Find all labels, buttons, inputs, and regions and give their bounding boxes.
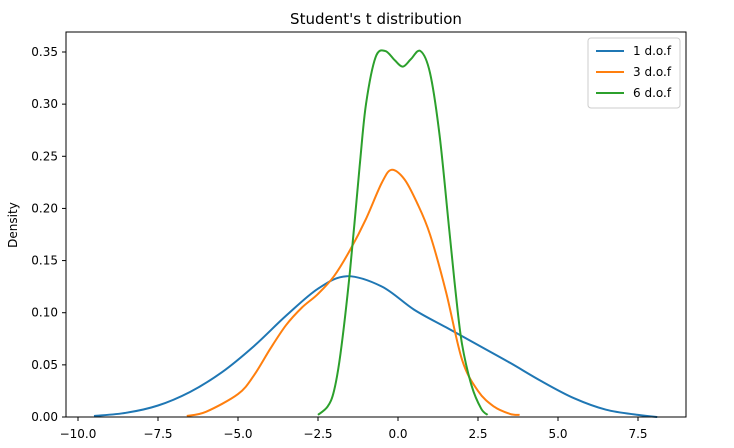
series-line-3 bbox=[317, 49, 489, 416]
axes-frame bbox=[65, 31, 687, 418]
plot-area bbox=[93, 49, 658, 418]
x-tick-label: 7.5 bbox=[628, 427, 647, 441]
x-tick-label: −2.5 bbox=[303, 427, 332, 441]
legend-box bbox=[587, 37, 681, 109]
x-axis: −10.0 −7.5 −5.0 −2.5 0.0 2.5 5.0 7.5 bbox=[60, 417, 648, 441]
y-tick-label: 0.15 bbox=[31, 254, 58, 268]
legend: 1 d.o.f 3 d.o.f 6 d.o.f bbox=[587, 37, 681, 109]
x-tick-label: 2.5 bbox=[468, 427, 487, 441]
x-tick-label: 5.0 bbox=[548, 427, 567, 441]
x-tick-label: −10.0 bbox=[60, 427, 97, 441]
y-tick-label: 0.35 bbox=[31, 45, 58, 59]
x-tick-label: −7.5 bbox=[143, 427, 172, 441]
x-tick-label: 0.0 bbox=[388, 427, 407, 441]
y-tick-label: 0.05 bbox=[31, 358, 58, 372]
y-axis-label: Density bbox=[6, 202, 20, 248]
y-axis: 0.00 0.05 0.10 0.15 0.20 0.25 0.30 0.35 bbox=[31, 45, 66, 424]
y-tick-label: 0.25 bbox=[31, 149, 58, 163]
legend-label: 6 d.o.f bbox=[633, 86, 672, 100]
x-tick-label: −5.0 bbox=[223, 427, 252, 441]
y-tick-label: 0.10 bbox=[31, 306, 58, 320]
y-tick-label: 0.30 bbox=[31, 97, 58, 111]
legend-label: 3 d.o.f bbox=[633, 65, 672, 79]
legend-label: 1 d.o.f bbox=[633, 44, 672, 58]
y-tick-label: 0.00 bbox=[31, 410, 58, 424]
y-tick-label: 0.20 bbox=[31, 201, 58, 215]
series-line-1 bbox=[93, 275, 658, 418]
chart-title: Student's t distribution bbox=[290, 10, 462, 28]
